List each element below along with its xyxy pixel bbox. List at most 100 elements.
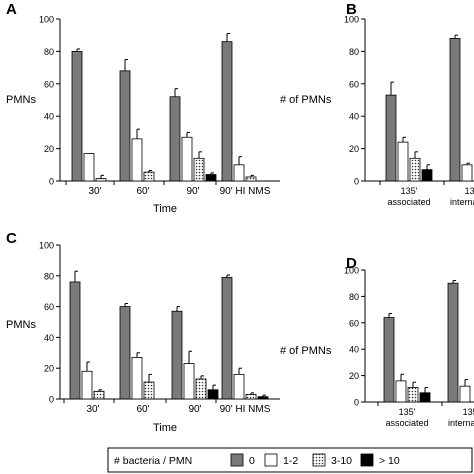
legend-swatch [312, 453, 326, 467]
bar-0 [171, 310, 183, 400]
bar-0 [71, 51, 83, 182]
legend-label: 3-10 [331, 455, 352, 467]
y-tick-label: 20 [44, 144, 54, 154]
y-tick-label: 20 [349, 144, 359, 154]
bar-310 [245, 393, 257, 400]
x-tick-label: internalized [450, 197, 474, 207]
legend-label: 1-2 [283, 455, 298, 467]
bar-0 [119, 306, 131, 400]
x-axis-label: Time [153, 203, 177, 215]
y-tick-label: 0 [49, 177, 54, 187]
legend-swatch [264, 453, 278, 467]
bar-0 [447, 282, 459, 403]
bar-0 [169, 96, 181, 182]
y-tick-label: 100 [344, 266, 359, 276]
y-axis-label: # of PMNs [280, 94, 332, 106]
bar-310 [143, 381, 155, 400]
bar-12 [459, 385, 471, 403]
x-tick-label: 60' [136, 404, 149, 415]
bar-12 [181, 136, 193, 182]
y-tick-label: 100 [344, 15, 359, 25]
bar-10 [207, 389, 219, 400]
legend-frame [107, 447, 473, 473]
legend: # bacteria / PMN 0 1-2 3-10 > 10 [107, 447, 473, 473]
x-tick-label: 90' [186, 186, 199, 197]
bar-310 [95, 178, 107, 182]
bar-10 [421, 169, 433, 182]
y-tick-label: 60 [44, 302, 54, 312]
bar-0 [385, 94, 397, 182]
panel-c: C PMNs 0 20 40 60 80 100 30' 60' 90' 90' HI NMS Time [6, 230, 280, 434]
x-tick-label: internalized [448, 418, 474, 428]
y-tick-label: 60 [44, 79, 54, 89]
y-axis-label: PMNs [6, 94, 36, 106]
bar-12 [395, 380, 407, 403]
bar-310 [193, 157, 205, 182]
bar-310 [409, 157, 421, 182]
panel-a: A PMNs 0 20 40 60 80 100 30' 60' 90' 90' HI NMS Time [6, 1, 280, 215]
y-tick-label: 80 [44, 271, 54, 281]
bar-12 [183, 363, 195, 400]
bar-0 [383, 317, 395, 403]
panel-letter: C [6, 230, 17, 247]
x-tick-label: 90' [188, 404, 201, 415]
bar-0 [119, 70, 131, 182]
bar-310 [143, 171, 155, 182]
bar-12 [83, 153, 95, 182]
x-axis-label: Time [153, 422, 177, 434]
y-tick-label: 80 [44, 47, 54, 57]
bar-310 [407, 387, 419, 403]
bar-0 [69, 281, 81, 400]
bar-12 [397, 141, 409, 182]
bar-0 [221, 276, 233, 400]
x-tick-label: associated [385, 418, 428, 428]
bar-310 [245, 176, 257, 182]
y-tick-label: 40 [44, 112, 54, 122]
bar-0 [449, 38, 461, 182]
bar-12 [461, 164, 473, 182]
y-tick-label: 20 [44, 364, 54, 374]
x-tick-label: 135' [465, 186, 474, 196]
y-tick-label: 100 [39, 15, 54, 25]
bar-0 [221, 41, 233, 182]
y-tick-label: 100 [39, 241, 54, 251]
legend-label: 0 [249, 455, 255, 467]
y-tick-label: 80 [349, 47, 359, 57]
panel-letter: A [6, 1, 17, 18]
y-axis-label: # of PMNs [280, 345, 332, 357]
x-tick-label: 30' [88, 186, 101, 197]
y-tick-label: 40 [44, 333, 54, 343]
x-tick-label: 30' [86, 404, 99, 415]
y-axis-label: PMNs [6, 319, 36, 331]
y-tick-label: 40 [349, 112, 359, 122]
bar-10 [257, 396, 269, 400]
y-tick-label: 60 [349, 318, 359, 328]
panel-letter: B [346, 1, 357, 18]
legend-title: # bacteria / PMN [114, 455, 192, 467]
x-tick-label: 135' [401, 186, 418, 196]
bar-310 [93, 390, 105, 400]
y-tick-label: 0 [354, 398, 359, 408]
x-tick-label: 90' HI NMS [220, 404, 271, 415]
y-tick-label: 80 [349, 292, 359, 302]
panel-d: D# of PMNs020406080100135'associated135'… [280, 255, 474, 428]
y-tick-label: 20 [349, 371, 359, 381]
x-tick-label: 90' HI NMS [220, 186, 271, 197]
panel-b: B# of PMNs020406080100135'associated135'… [280, 1, 474, 207]
bar-12 [233, 373, 245, 400]
y-tick-label: 60 [349, 79, 359, 89]
x-tick-label: associated [387, 197, 430, 207]
legend-swatch [360, 453, 374, 467]
legend-label: > 10 [379, 455, 400, 467]
y-tick-label: 0 [354, 177, 359, 187]
y-tick-label: 40 [349, 345, 359, 355]
bar-12 [131, 138, 143, 182]
bar-310 [195, 378, 207, 400]
bar-12 [233, 164, 245, 182]
bar-10 [205, 174, 217, 182]
y-tick-label: 0 [49, 395, 54, 405]
bar-12 [81, 370, 93, 400]
x-tick-label: 135' [399, 407, 416, 417]
x-tick-label: 60' [136, 186, 149, 197]
